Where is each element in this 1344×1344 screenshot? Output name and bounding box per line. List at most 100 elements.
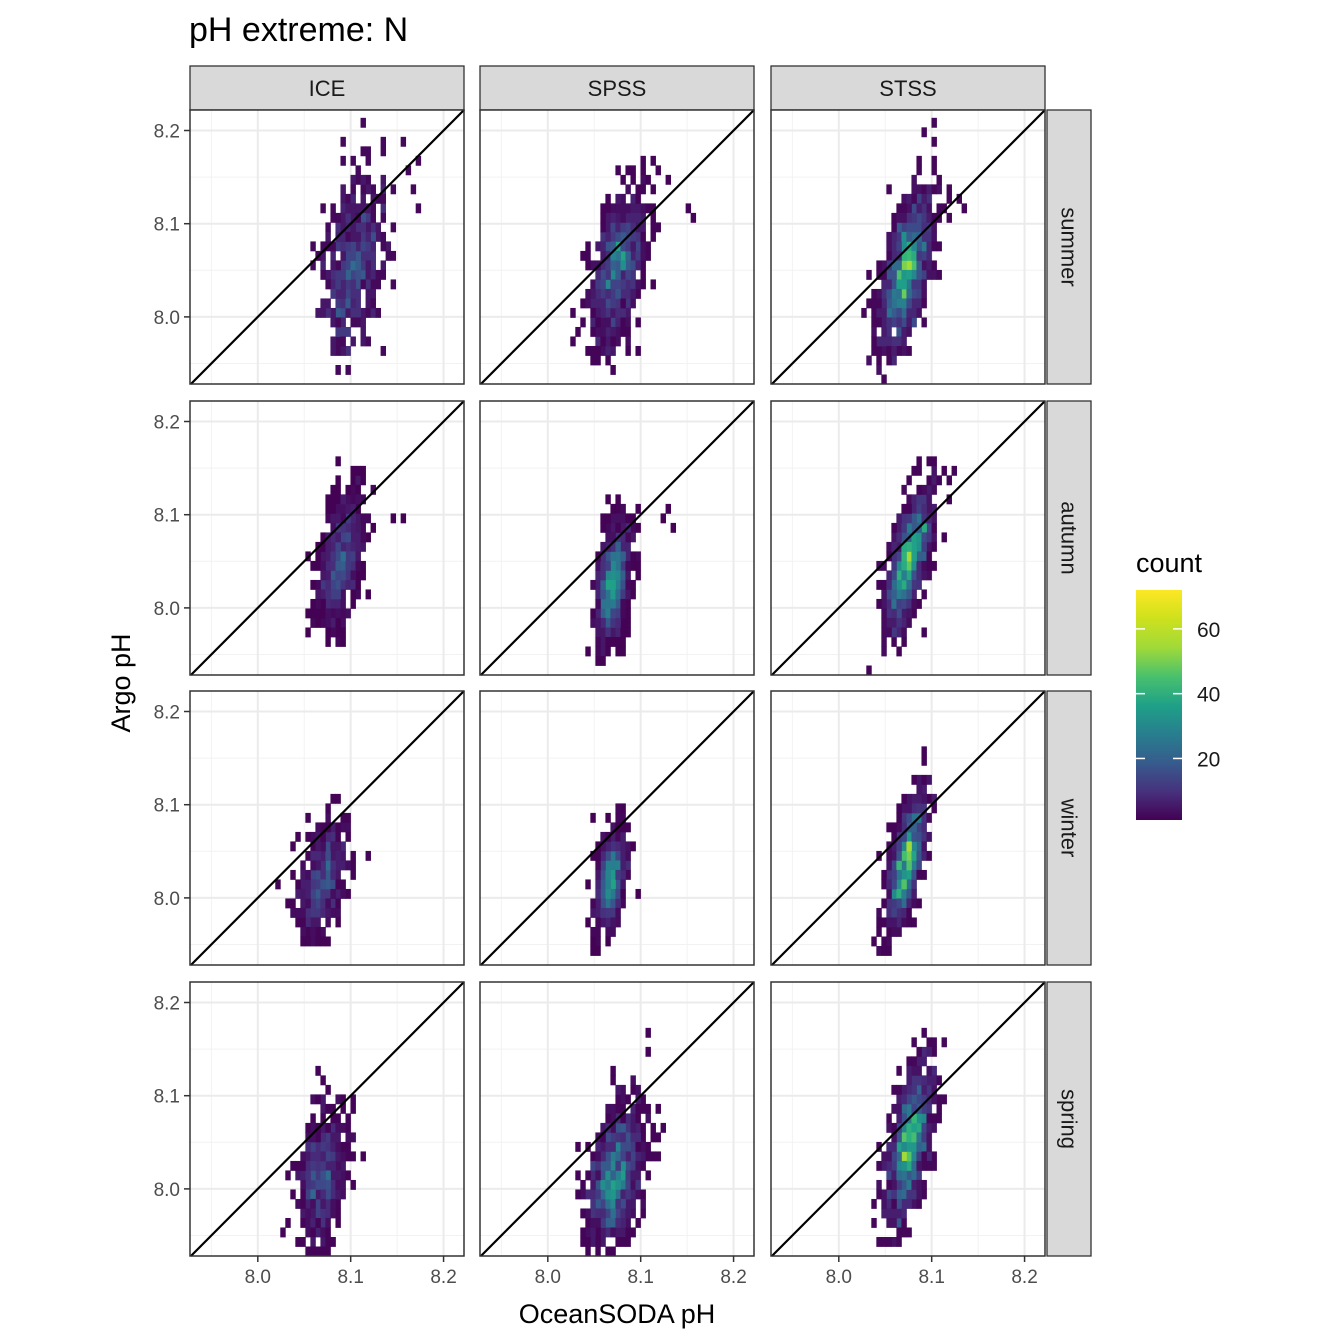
heatmap-bin: [305, 1151, 311, 1162]
heatmap-bin: [605, 608, 611, 619]
heatmap-bin: [921, 1113, 927, 1124]
heatmap-bin: [635, 260, 641, 271]
heatmap-bin: [916, 484, 922, 495]
heatmap-bin: [911, 231, 917, 242]
heatmap-bin: [310, 1189, 316, 1200]
heatmap-bin: [911, 551, 917, 562]
heatmap-bin: [876, 560, 882, 571]
heatmap-bin: [901, 203, 907, 214]
heatmap-bin: [590, 345, 596, 356]
heatmap-bin: [315, 907, 321, 918]
heatmap-bin: [340, 1122, 346, 1133]
heatmap-bin: [931, 475, 937, 486]
heatmap-bin: [916, 850, 922, 861]
heatmap-bin: [605, 1227, 611, 1238]
heatmap-bin: [931, 793, 937, 804]
heatmap-bin: [325, 222, 331, 233]
heatmap-bin: [360, 560, 366, 571]
heatmap-bin: [625, 860, 631, 871]
heatmap-bin: [615, 212, 621, 223]
heatmap-bin: [615, 879, 621, 890]
heatmap-bin: [906, 307, 912, 318]
heatmap-bin: [896, 888, 902, 899]
heatmap-bin: [345, 551, 351, 562]
heatmap-bin: [320, 560, 326, 571]
heatmap-bin: [335, 1151, 341, 1162]
heatmap-bin: [305, 888, 311, 899]
heatmap-bin: [325, 1246, 331, 1257]
heatmap-bin: [330, 907, 336, 918]
heatmap-bin: [891, 860, 897, 871]
heatmap-bin: [630, 560, 636, 571]
heatmap-bin: [605, 1198, 611, 1209]
heatmap-bin: [620, 503, 626, 514]
heatmap-bin: [605, 907, 611, 918]
heatmap-bin: [916, 822, 922, 833]
heatmap-bin: [921, 589, 927, 600]
heatmap-bin: [600, 231, 606, 242]
heatmap-bin: [630, 551, 636, 562]
heatmap-bin: [345, 831, 351, 842]
heatmap-bin: [891, 250, 897, 261]
heatmap-bin: [315, 917, 321, 928]
heatmap-bin: [320, 307, 326, 318]
heatmap-bin: [330, 888, 336, 899]
heatmap-bin: [896, 1170, 902, 1181]
heatmap-bin: [590, 898, 596, 909]
heatmap-bin: [365, 146, 371, 157]
heatmap-bin: [590, 1179, 596, 1190]
heatmap-bin: [620, 898, 626, 909]
heatmap-bin: [615, 888, 621, 899]
heatmap-bin: [345, 541, 351, 552]
heatmap-bin: [640, 1198, 646, 1209]
heatmap-bin: [891, 888, 897, 899]
y-tick-label: 8.0: [154, 889, 180, 910]
heatmap-bin: [916, 1094, 922, 1105]
heatmap-bin: [605, 1246, 611, 1257]
heatmap-bin: [360, 212, 366, 223]
heatmap-bin: [600, 279, 606, 290]
heatmap-bin: [590, 1198, 596, 1209]
heatmap-bin: [310, 1246, 316, 1257]
heatmap-bin: [911, 1113, 917, 1124]
heatmap-bin: [896, 1103, 902, 1114]
heatmap-bin: [360, 1151, 366, 1162]
heatmap-bin: [931, 1075, 937, 1086]
heatmap-bin: [595, 579, 601, 590]
heatmap-bin: [891, 841, 897, 852]
heatmap-bin: [916, 1141, 922, 1152]
heatmap-bin: [615, 907, 621, 918]
heatmap-bin: [305, 936, 311, 947]
heatmap-bin: [315, 1208, 321, 1219]
heatmap-bin: [896, 560, 902, 571]
heatmap-bin: [911, 541, 917, 552]
heatmap-bin: [605, 279, 611, 290]
heatmap-bin: [615, 598, 621, 609]
heatmap-bin: [590, 1217, 596, 1228]
heatmap-bin: [355, 260, 361, 271]
heatmap-bin: [300, 1208, 306, 1219]
heatmap-bin: [350, 222, 356, 233]
heatmap-bin: [610, 522, 616, 533]
heatmap-bin: [305, 627, 311, 638]
heatmap-bin: [610, 570, 616, 581]
heatmap-bin: [891, 288, 897, 299]
heatmap-bin: [340, 298, 346, 309]
heatmap-bin: [881, 608, 887, 619]
heatmap-bin: [906, 1198, 912, 1209]
heatmap-bin: [936, 174, 942, 185]
heatmap-bin: [620, 1198, 626, 1209]
heatmap-bin: [891, 617, 897, 628]
heatmap-bin: [896, 869, 902, 880]
heatmap-bin: [916, 898, 922, 909]
heatmap-bin: [615, 1227, 621, 1238]
heatmap-bin: [916, 869, 922, 880]
heatmap-bin: [906, 841, 912, 852]
heatmap-bin: [936, 1113, 942, 1124]
heatmap-bin: [911, 917, 917, 928]
heatmap-bin: [891, 1151, 897, 1162]
heatmap-bin: [590, 298, 596, 309]
heatmap-bin: [921, 1151, 927, 1162]
legend-title: count: [1136, 548, 1203, 578]
heatmap-bin: [645, 203, 651, 214]
